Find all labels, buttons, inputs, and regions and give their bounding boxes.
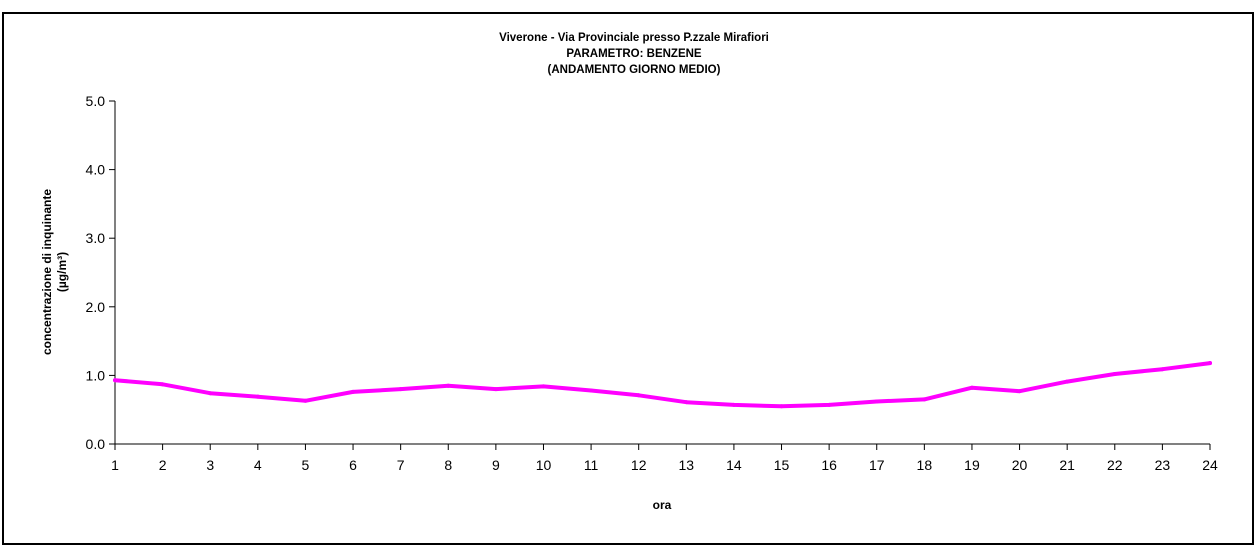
x-tick-label: 20 xyxy=(1012,457,1028,473)
x-tick-label: 12 xyxy=(631,457,647,473)
data-point xyxy=(541,384,546,389)
data-point xyxy=(922,397,927,402)
x-tick-label: 13 xyxy=(679,457,695,473)
y-tick-label: 2.0 xyxy=(86,299,106,315)
x-tick-label: 7 xyxy=(397,457,405,473)
data-point xyxy=(303,398,308,403)
y-tick-label: 1.0 xyxy=(86,367,106,383)
y-ticks: 0.0 1.0 2.0 3.0 4.0 5.0 xyxy=(86,93,115,452)
x-tick-label: 2 xyxy=(159,457,167,473)
x-ticks: 1 2 3 4 5 6 7 8 9 10 11 12 13 14 15 16 17 18 19 20 21 22 23 24 xyxy=(111,444,1218,473)
y-tick-label: 0.0 xyxy=(86,436,106,452)
x-tick-label: 3 xyxy=(206,457,214,473)
x-tick-label: 15 xyxy=(774,457,790,473)
data-point xyxy=(160,382,165,387)
x-tick-label: 10 xyxy=(536,457,552,473)
data-point xyxy=(208,391,213,396)
x-tick-label: 17 xyxy=(869,457,885,473)
y-tick-label: 5.0 xyxy=(86,93,106,109)
data-point xyxy=(351,389,356,394)
data-point xyxy=(1160,367,1165,372)
data-point xyxy=(1017,389,1022,394)
x-tick-label: 22 xyxy=(1107,457,1123,473)
data-point xyxy=(731,402,736,407)
axes xyxy=(114,101,1210,445)
x-tick-label: 1 xyxy=(111,457,119,473)
x-tick-label: 9 xyxy=(492,457,500,473)
x-tick-label: 11 xyxy=(584,457,599,473)
data-point xyxy=(636,393,641,398)
data-point xyxy=(684,400,689,405)
y-tick-label: 4.0 xyxy=(86,162,106,178)
chart-frame xyxy=(2,12,1254,545)
data-point xyxy=(255,394,260,399)
data-point xyxy=(446,383,451,388)
data-point xyxy=(398,387,403,392)
chart-title-line-3: (ANDAMENTO GIORNO MEDIO) xyxy=(548,64,721,76)
chart-title-line-2: PARAMETRO: BENZENE xyxy=(566,48,702,60)
x-tick-label: 14 xyxy=(726,457,742,473)
x-tick-label: 19 xyxy=(964,457,980,473)
x-tick-label: 21 xyxy=(1059,457,1075,473)
series-layer xyxy=(113,361,1212,409)
chart-title-line-1: Viverone - Via Provinciale presso P.zzal… xyxy=(499,32,769,44)
y-axis-title: concentrazione di inquinante (µg/m³) xyxy=(40,189,69,355)
data-point xyxy=(493,387,498,392)
data-point xyxy=(874,399,879,404)
y-axis-label-line-2: (µg/m³) xyxy=(55,252,69,292)
x-tick-label: 24 xyxy=(1202,457,1218,473)
data-point xyxy=(1065,379,1070,384)
y-axis-label-line-1: concentrazione di inquinante xyxy=(40,189,54,355)
x-tick-label: 6 xyxy=(349,457,357,473)
series-line xyxy=(113,361,1212,409)
data-point xyxy=(969,385,974,390)
data-point xyxy=(827,402,832,407)
data-point xyxy=(1208,361,1212,366)
x-tick-label: 23 xyxy=(1155,457,1171,473)
data-point xyxy=(1112,372,1117,377)
data-point xyxy=(589,388,594,393)
x-tick-label: 8 xyxy=(444,457,452,473)
x-tick-label: 5 xyxy=(302,457,310,473)
x-axis-label: ora xyxy=(653,498,672,512)
data-point xyxy=(779,404,784,409)
x-tick-label: 18 xyxy=(917,457,933,473)
x-tick-label: 16 xyxy=(821,457,837,473)
x-tick-label: 4 xyxy=(254,457,262,473)
data-point xyxy=(113,378,117,383)
y-tick-label: 3.0 xyxy=(86,230,106,246)
